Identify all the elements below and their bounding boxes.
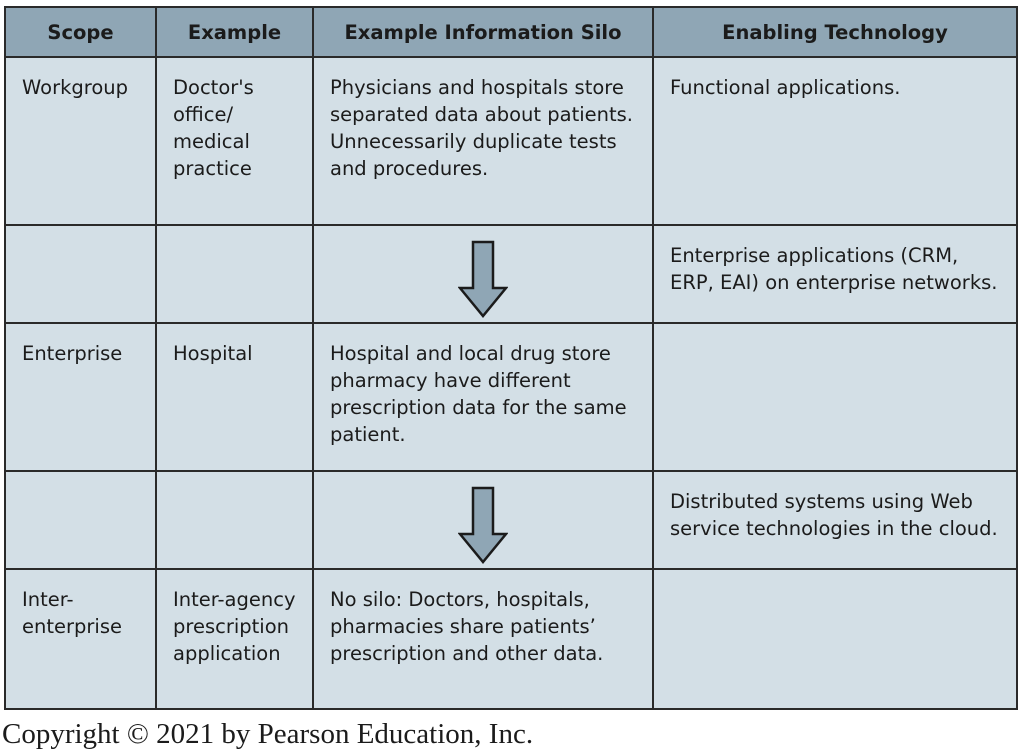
copyright-notice: Copyright © 2021 by Pearson Education, I… xyxy=(2,718,534,750)
header-enabling-technology: Enabling Technology xyxy=(652,6,1018,58)
cell-silo: No silo: Doctors, hospitals, pharmacies … xyxy=(312,568,654,710)
header-scope: Scope xyxy=(4,6,157,58)
cell-scope: Inter- enterprise xyxy=(4,568,157,710)
table-row: Distributed systems using Web service te… xyxy=(4,470,1018,570)
cell-silo: Physicians and hospitals store separated… xyxy=(312,56,654,226)
cell-scope-text: Enterprise xyxy=(22,342,123,365)
cell-technology xyxy=(652,322,1018,472)
cell-example: Hospital xyxy=(155,322,314,472)
cell-scope xyxy=(4,224,157,324)
cell-technology-text: Functional applications. xyxy=(670,76,901,99)
cell-example xyxy=(155,470,314,570)
header-row: Scope Example Example Information Silo E… xyxy=(4,6,1018,58)
cell-silo-text: No silo: Doctors, hospitals, pharmacies … xyxy=(330,588,604,665)
header-information-silo: Example Information Silo xyxy=(312,6,654,58)
cell-technology xyxy=(652,568,1018,710)
cell-silo-text: Physicians and hospitals store separated… xyxy=(330,76,634,180)
information-silo-table-container: Scope Example Example Information Silo E… xyxy=(4,6,1018,710)
table-row: Enterprise applications (CRM, ERP, EAI) … xyxy=(4,224,1018,324)
cell-scope-text: Workgroup xyxy=(22,76,129,99)
cell-scope: Enterprise xyxy=(4,322,157,472)
cell-silo: Hospital and local drug store pharmacy h… xyxy=(312,322,654,472)
cell-technology: Distributed systems using Web service te… xyxy=(652,470,1018,570)
cell-example-text: Doctor's office/ medical practice xyxy=(173,76,254,180)
information-silo-table: Scope Example Example Information Silo E… xyxy=(4,6,1018,710)
table-row: Inter- enterprise Inter-agency prescript… xyxy=(4,568,1018,710)
cell-silo-arrow xyxy=(312,470,654,570)
cell-example: Doctor's office/ medical practice xyxy=(155,56,314,226)
cell-example: Inter-agency prescription application xyxy=(155,568,314,710)
cell-silo-arrow xyxy=(312,224,654,324)
header-example: Example xyxy=(155,6,314,58)
cell-scope: Workgroup xyxy=(4,56,157,226)
down-arrow-icon xyxy=(458,486,508,564)
table-row: Workgroup Doctor's office/ medical pract… xyxy=(4,56,1018,226)
down-arrow-icon xyxy=(458,240,508,318)
cell-example-text: Inter-agency prescription application xyxy=(173,588,296,665)
cell-technology-text: Distributed systems using Web service te… xyxy=(670,490,998,540)
cell-silo-text: Hospital and local drug store pharmacy h… xyxy=(330,342,627,446)
cell-technology: Functional applications. xyxy=(652,56,1018,226)
table-row: Enterprise Hospital Hospital and local d… xyxy=(4,322,1018,472)
cell-scope xyxy=(4,470,157,570)
cell-example-text: Hospital xyxy=(173,342,253,365)
cell-technology-text: Enterprise applications (CRM, ERP, EAI) … xyxy=(670,244,998,294)
cell-scope-text: Inter- enterprise xyxy=(22,588,122,638)
cell-example xyxy=(155,224,314,324)
cell-technology: Enterprise applications (CRM, ERP, EAI) … xyxy=(652,224,1018,324)
